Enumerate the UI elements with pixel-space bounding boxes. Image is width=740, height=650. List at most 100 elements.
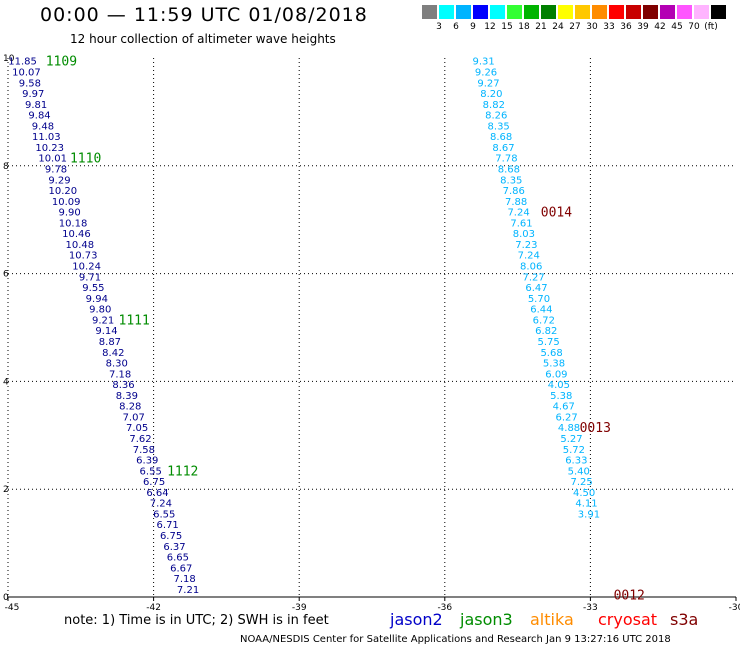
wave-height-point: 6.37 xyxy=(163,542,185,553)
y-tick-label: 4 xyxy=(3,377,9,387)
units-note: note: 1) Time is in UTC; 2) SWH is in fe… xyxy=(64,613,329,628)
wave-height-point: 7.62 xyxy=(129,434,151,445)
wave-height-point: 7.27 xyxy=(522,272,544,283)
wave-height-point: 3.91 xyxy=(578,509,600,520)
scale-swatch xyxy=(575,5,590,19)
wave-height-point: 10.46 xyxy=(62,229,91,240)
wave-height-point: 7.24 xyxy=(507,208,529,219)
wave-height-point: 10.07 xyxy=(12,67,41,78)
wave-height-point: 8.68 xyxy=(498,164,520,175)
wave-height-point: 7.21 xyxy=(177,585,199,596)
scale-label: 24 xyxy=(552,22,564,32)
wave-height-point: 9.81 xyxy=(25,100,47,111)
pass-label: 0012 xyxy=(614,588,645,603)
wave-height-point: 8.20 xyxy=(480,89,502,100)
wave-height-point: 7.24 xyxy=(150,499,172,510)
scale-label: (ft) xyxy=(704,22,718,32)
scale-swatch xyxy=(507,5,522,19)
wave-height-point: 7.18 xyxy=(174,574,196,585)
wave-height-point: 9.27 xyxy=(477,78,499,89)
wave-height-point: 8.82 xyxy=(483,100,505,111)
scale-swatch xyxy=(473,5,488,19)
wave-height-point: 7.23 xyxy=(515,240,537,251)
scale-swatch xyxy=(456,5,471,19)
scale-swatch xyxy=(541,5,556,19)
pass-label: 1110 xyxy=(70,152,101,167)
wave-height-point: 8.87 xyxy=(99,337,121,348)
wave-height-point: 10.18 xyxy=(59,218,88,229)
wave-height-point: 7.58 xyxy=(133,445,155,456)
wave-height-point: 8.30 xyxy=(106,359,128,370)
wave-height-point: 6.47 xyxy=(525,283,547,294)
wave-height-point: 6.82 xyxy=(535,326,557,337)
wave-height-point: 9.26 xyxy=(475,67,497,78)
scale-label: 36 xyxy=(620,22,632,32)
scale-swatch xyxy=(677,5,692,19)
pass-label: 1109 xyxy=(46,55,77,70)
y-tick-label: 0 xyxy=(3,593,9,603)
wave-height-point: 10.01 xyxy=(38,154,67,165)
chart-subtitle: 12 hour collection of altimeter wave hei… xyxy=(70,32,336,46)
wave-height-point: 10.09 xyxy=(52,197,81,208)
wave-height-point: 6.55 xyxy=(140,466,162,477)
scale-swatch xyxy=(439,5,454,19)
wave-height-point: 8.42 xyxy=(102,348,124,359)
x-tick-label: -36 xyxy=(437,603,452,613)
wave-height-point: 9.58 xyxy=(19,78,41,89)
wave-height-point: 8.68 xyxy=(490,132,512,143)
x-tick-label: -30 xyxy=(729,603,740,613)
x-tick-label: -39 xyxy=(292,603,307,613)
wave-height-point: 4.88 xyxy=(558,423,580,434)
legend-jason3: jason3 xyxy=(460,610,513,629)
scale-label: 70 xyxy=(688,22,700,32)
scale-swatch xyxy=(694,5,709,19)
scale-swatch xyxy=(558,5,573,19)
wave-height-point: 8.36 xyxy=(112,380,134,391)
wave-height-point: 5.75 xyxy=(538,337,560,348)
wave-height-point: 4.11 xyxy=(575,499,597,510)
scale-label: 12 xyxy=(484,22,496,32)
y-tick-label: 2 xyxy=(3,485,9,495)
wave-height-point: 9.80 xyxy=(89,305,111,316)
legend-altika: altika xyxy=(530,610,574,629)
wave-height-point: 9.71 xyxy=(79,272,101,283)
wave-height-point: 6.55 xyxy=(153,509,175,520)
wave-height-point: 10.24 xyxy=(72,262,101,273)
wave-height-point: 5.68 xyxy=(540,348,562,359)
wave-height-point: 9.90 xyxy=(59,208,81,219)
wave-height-point: 8.06 xyxy=(520,262,542,273)
wave-height-point: 9.29 xyxy=(48,175,70,186)
wave-height-point: 10.20 xyxy=(49,186,78,197)
wave-height-point: 10.23 xyxy=(35,143,64,154)
scale-label: 45 xyxy=(671,22,683,32)
wave-height-point: 8.26 xyxy=(485,111,507,122)
x-tick-label: -42 xyxy=(146,603,161,613)
legend-jason2: jason2 xyxy=(390,610,443,629)
wave-height-point: 9.21 xyxy=(92,315,114,326)
wave-height-point: 11.03 xyxy=(32,132,61,143)
scale-label: 21 xyxy=(535,22,547,32)
scale-label: 9 xyxy=(470,22,476,32)
pass-label: 0013 xyxy=(580,421,611,436)
wave-height-point: 6.75 xyxy=(143,477,165,488)
scale-swatch xyxy=(592,5,607,19)
wave-height-point: 7.61 xyxy=(510,218,532,229)
wave-height-point: 6.71 xyxy=(157,520,179,531)
wave-height-point: 8.03 xyxy=(513,229,535,240)
wave-height-point: 6.09 xyxy=(545,369,567,380)
wave-height-point: 8.35 xyxy=(500,175,522,186)
wave-height-point: 5.27 xyxy=(560,434,582,445)
wave-height-point: 7.25 xyxy=(571,477,593,488)
pass-label: 1112 xyxy=(167,464,198,479)
wave-height-point: 11.85 xyxy=(8,57,37,68)
scale-swatch xyxy=(422,5,437,19)
wave-height-point: 6.33 xyxy=(565,456,587,467)
wave-height-point: 5.38 xyxy=(543,359,565,370)
scale-label: 33 xyxy=(603,22,615,32)
y-tick-label: 8 xyxy=(3,162,9,172)
scale-swatch xyxy=(609,5,624,19)
scale-swatch xyxy=(660,5,675,19)
wave-height-point: 7.24 xyxy=(518,251,540,262)
scale-swatch xyxy=(490,5,505,19)
